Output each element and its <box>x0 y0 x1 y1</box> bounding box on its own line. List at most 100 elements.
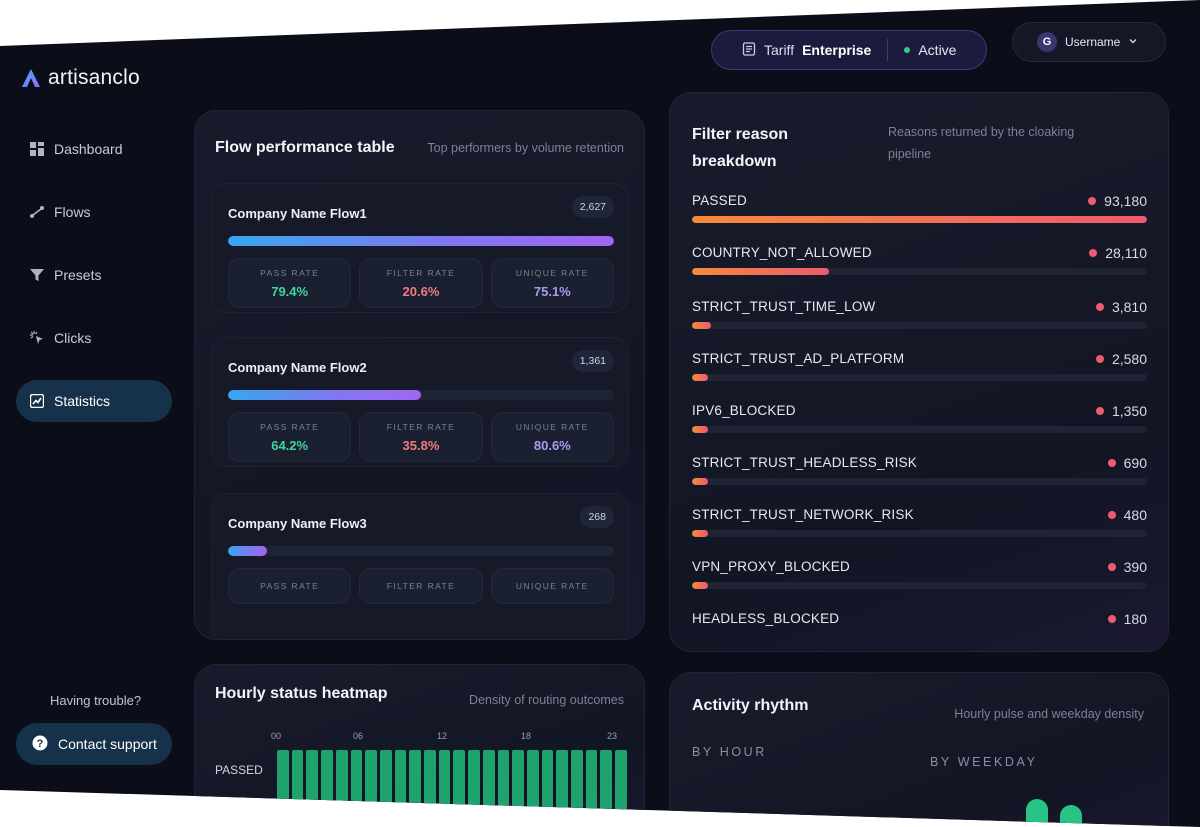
reason-count: 480 <box>1123 507 1147 523</box>
heatmap-cell[interactable] <box>571 750 583 810</box>
reason-bar <box>692 268 830 275</box>
heatmap-cell[interactable] <box>541 750 554 810</box>
reason-row[interactable]: HEADLESS_BLOCKED 180 <box>692 611 1147 651</box>
heatmap-cell[interactable] <box>321 750 333 810</box>
user-menu-button[interactable]: G Username <box>1012 22 1166 62</box>
reason-row[interactable]: STRICT_TRUST_TIME_LOW 3,810 <box>692 299 1147 339</box>
tariff-badge[interactable]: Tariff Enterprise Active <box>711 30 987 70</box>
flow-row[interactable]: Company Name Flow1 2,627 PASS RATE 79.4% … <box>211 183 629 313</box>
grid-icon <box>30 142 44 156</box>
stat-label: UNIQUE RATE <box>515 581 589 591</box>
card-subtitle: Density of routing outcomes <box>469 693 624 707</box>
heatmap-row <box>277 750 627 810</box>
chevron-down-icon <box>1128 35 1138 49</box>
stat-label: UNIQUE RATE <box>515 267 589 278</box>
reason-row[interactable]: STRICT_TRUST_HEADLESS_RISK 690 <box>692 455 1147 495</box>
weekday-bars <box>960 791 1100 827</box>
heatmap-cell[interactable] <box>291 750 304 810</box>
heatmap-cell[interactable] <box>379 750 392 810</box>
heatmap-cell[interactable] <box>497 750 510 810</box>
flow-row[interactable]: Company Name Flow3 268 PASS RATE FILTER … <box>211 493 629 639</box>
divider <box>887 39 889 61</box>
flow-count-badge: 268 <box>580 506 614 528</box>
flow-count-badge: 2,627 <box>571 196 614 218</box>
card-title: Activity rhythm <box>692 697 809 714</box>
reason-row[interactable]: IPV6_BLOCKED 1,350 <box>692 403 1147 443</box>
reason-track <box>692 322 1147 329</box>
stat-value: 80.6% <box>533 437 571 453</box>
hour-tick: 12 <box>437 731 448 741</box>
reason-label: IPV6_BLOCKED <box>692 403 796 418</box>
sidebar-item-statistics[interactable]: Statistics <box>16 380 172 422</box>
chart-icon <box>30 394 44 408</box>
reason-track <box>692 426 1147 433</box>
heatmap-cell[interactable] <box>277 750 289 810</box>
by-hour-label: BY HOUR <box>692 745 767 759</box>
hour-tick: 00 <box>271 731 282 741</box>
card-title: Hourly status heatmap <box>215 685 388 702</box>
pass-rate-stat: PASS RATE 79.4% <box>228 258 352 308</box>
sidebar-item-flows[interactable]: Flows <box>16 191 172 233</box>
flow-volume-track <box>228 390 614 400</box>
heatmap-cell[interactable] <box>365 750 377 810</box>
heatmap-cell[interactable] <box>615 750 627 810</box>
heatmap-cell[interactable] <box>394 750 407 810</box>
heatmap-cell[interactable] <box>585 750 598 810</box>
reason-label: PASSED <box>692 193 747 208</box>
logo-icon <box>22 69 40 87</box>
sidebar-item-label: Presets <box>54 267 102 283</box>
heatmap-cell[interactable] <box>600 750 613 810</box>
flow-name: Company Name Flow1 <box>228 206 367 221</box>
hour-axis: 00 06 12 18 23 <box>271 731 621 743</box>
stat-label: PASS RATE <box>260 267 320 278</box>
brand[interactable]: artisanclo <box>20 66 140 90</box>
heatmap-cell[interactable] <box>453 750 466 810</box>
sidebar-item-label: Clicks <box>54 330 92 346</box>
sidebar-item-clicks[interactable]: Clicks <box>16 317 172 359</box>
heatmap-cell[interactable] <box>468 750 480 810</box>
reason-value: 180 <box>1107 611 1147 627</box>
filter-reason-card: Filter reason breakdown Reasons returned… <box>669 92 1169 652</box>
flow-performance-card: Flow performance table Top performers by… <box>194 110 645 640</box>
reason-value: 3,810 <box>1095 299 1147 315</box>
flow-stats: PASS RATE 64.2% FILTER RATE 35.8% UNIQUE R… <box>228 412 614 462</box>
heatmap-cell[interactable] <box>350 750 363 810</box>
heatmap-cell[interactable] <box>556 750 569 810</box>
reason-dot <box>1107 459 1116 467</box>
stat-value: 64.2% <box>271 437 309 453</box>
reason-track <box>692 216 1147 223</box>
sidebar-item-dashboard[interactable]: Dashboard <box>16 128 172 170</box>
stat-label: UNIQUE RATE <box>515 421 589 432</box>
heatmap-row-label: PASSED <box>215 763 263 777</box>
flow-volume-track <box>228 546 614 556</box>
heatmap-cell[interactable] <box>438 750 451 810</box>
reason-value: 390 <box>1107 559 1147 575</box>
heatmap-cell[interactable] <box>424 750 436 810</box>
heatmap-cell[interactable] <box>335 750 348 810</box>
heatmap-cell[interactable] <box>306 750 319 810</box>
heatmap-cell[interactable] <box>512 750 524 810</box>
receipt-icon <box>742 41 756 59</box>
reason-row[interactable]: PASSED 93,180 <box>692 193 1147 233</box>
heatmap-cell[interactable] <box>409 750 422 810</box>
reason-row[interactable]: STRICT_TRUST_NETWORK_RISK 480 <box>692 507 1147 547</box>
flow-row[interactable]: Company Name Flow2 1,361 PASS RATE 64.2% … <box>211 337 629 467</box>
filter-icon <box>30 268 44 282</box>
contact-support-button[interactable]: ? Contact support <box>16 723 172 765</box>
heatmap-cell[interactable] <box>482 750 495 810</box>
stat-label: PASS RATE <box>260 581 320 591</box>
reason-value: 2,580 <box>1095 351 1147 367</box>
sidebar-item-presets[interactable]: Presets <box>16 254 172 296</box>
reason-row[interactable]: VPN_PROXY_BLOCKED 390 <box>692 559 1147 599</box>
help-text: Having trouble? <box>50 693 142 708</box>
reason-dot <box>1107 615 1116 623</box>
reason-row[interactable]: STRICT_TRUST_AD_PLATFORM 2,580 <box>692 351 1147 391</box>
unique-rate-stat: UNIQUE RATE <box>490 568 614 604</box>
reason-row[interactable]: COUNTRY_NOT_ALLOWED 28,110 <box>692 245 1147 285</box>
reason-track <box>692 374 1147 381</box>
reason-dot <box>1095 407 1104 415</box>
pass-rate-stat: PASS RATE <box>228 568 352 604</box>
heatmap-cell[interactable] <box>526 750 539 810</box>
reason-track <box>692 478 1147 485</box>
reason-bar <box>692 582 708 589</box>
